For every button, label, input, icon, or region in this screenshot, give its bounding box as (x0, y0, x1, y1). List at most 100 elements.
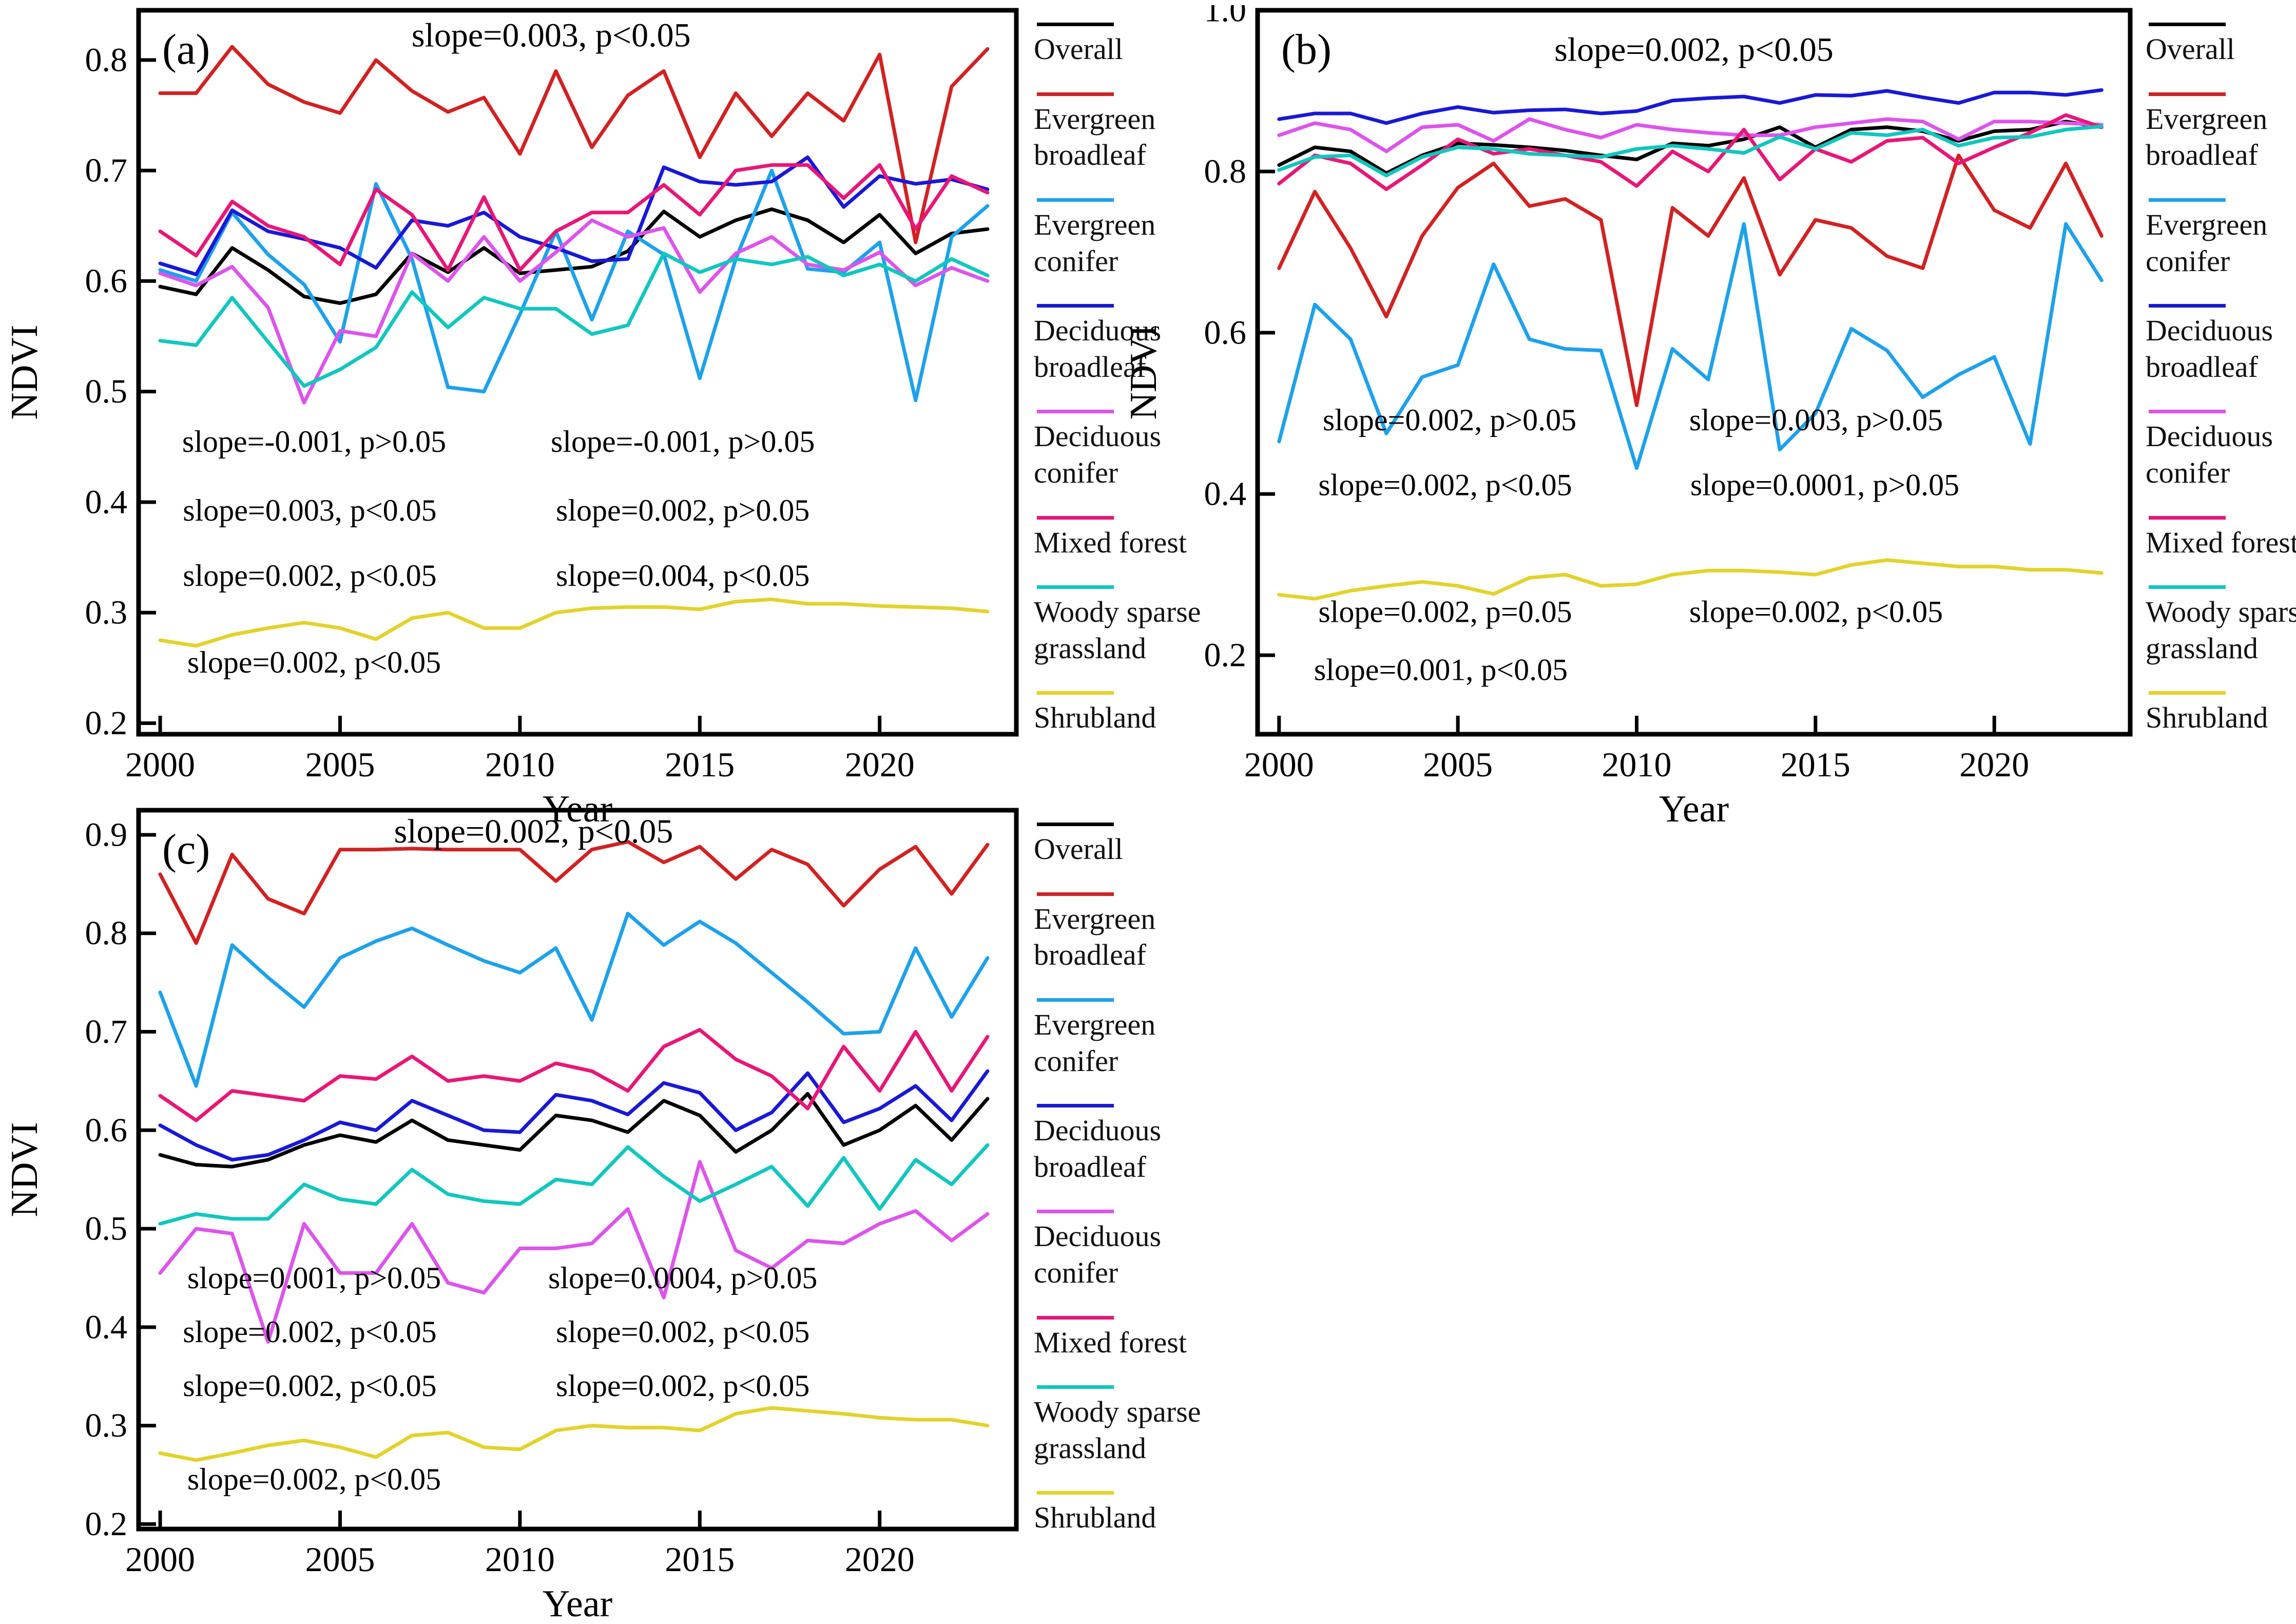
legend-line-swatch-mixed_forest (1037, 1315, 1114, 1320)
x-tick-label: 2000 (1244, 745, 1314, 784)
legend-entry-deciduous_conifer: Deciduous conifer (1034, 410, 1275, 491)
series-lines (158, 45, 990, 648)
legend-line-swatch-overall (2149, 23, 2226, 26)
legend-entry-deciduous_broadleaf: Deciduous broadleaf (1034, 1104, 1275, 1186)
legend-line-swatch-mixed_forest (1037, 515, 1114, 520)
annotation-deciduous_conifer: slope=0.002, p<0.05 (556, 1315, 809, 1349)
legend-label: conifer (2146, 456, 2230, 489)
legend-line-swatch-evergreen_conifer (1037, 198, 1114, 202)
line-shrubland (1277, 558, 2104, 601)
legend-label: broadleaf (2146, 138, 2258, 172)
legend-line-swatch-shrubland (1037, 1491, 1114, 1495)
annotation-evergreen_broadleaf: slope=0.002, p>0.05 (1323, 403, 1576, 437)
annotation-overall: slope=0.002, p<0.05 (1554, 31, 1834, 69)
legend-line-swatch-evergreen_broadleaf (2149, 92, 2226, 96)
line-woody_sparse_grassland (158, 252, 990, 388)
annotation-deciduous_broadleaf: slope=0.002, p<0.05 (1318, 468, 1572, 502)
legend-label: Overall (1034, 832, 1123, 866)
legend-label: Deciduous (1034, 419, 1162, 453)
panel-b: 1.0 0.8 0.6 0.4 0.2 2000 2005 2010 2015 2020 NDVI Y… (1124, 5, 2296, 829)
legend-label: broadleaf (1034, 138, 1146, 172)
line-deciduous_conifer (158, 218, 990, 405)
line-mixed_forest (158, 163, 990, 272)
annotation-deciduous_broadleaf: slope=0.003, p<0.05 (183, 493, 436, 527)
x-axis-title: Year (543, 1583, 612, 1624)
legend-entry-mixed_forest: Mixed forest (2146, 515, 2296, 561)
legend-entry-woody_sparse_grassland: Woody sparse grassland (1034, 1385, 1275, 1467)
legend-label: conifer (1034, 456, 1118, 489)
legend-a: Overall Evergreen broadleaf Evergreen conife… (1034, 23, 1275, 736)
line-mixed_forest (1277, 113, 2104, 192)
annotation-deciduous_conifer: slope=0.0001, p>0.05 (1690, 468, 1959, 502)
panel-c: 0.9 0.8 0.7 0.6 0.5 0.4 0.3 0.2 2000 2005 2010 2015… (5, 805, 1275, 1624)
annotation-mixed_forest: slope=0.002, p=0.05 (1318, 595, 1572, 628)
line-deciduous_broadleaf (1277, 88, 2104, 125)
legend-line-swatch-evergreen_broadleaf (1037, 92, 1114, 96)
legend-line-swatch-deciduous_conifer (2149, 410, 2226, 414)
legend-c: Overall Evergreen broadleaf Evergreen conife… (1034, 823, 1275, 1536)
x-tick-label: 2020 (1959, 745, 2029, 784)
legend-label: Mixed forest (2146, 525, 2296, 559)
panel-tag: (b) (1281, 26, 1332, 73)
legend-entry-overall: Overall (2146, 23, 2295, 68)
legend-entry-evergreen_broadleaf: Evergreen broadleaf (1034, 892, 1275, 974)
legend-entry-deciduous_broadleaf: Deciduous broadleaf (2146, 304, 2295, 386)
x-tick-label: 2015 (1781, 745, 1850, 784)
legend-b: Overall Evergreen broadleaf Evergreen conife… (2146, 23, 2296, 736)
x-tick-label: 2020 (845, 1540, 915, 1579)
legend-label: Shrubland (1034, 1501, 1156, 1535)
legend-entry-deciduous_conifer: Deciduous conifer (2146, 410, 2295, 491)
legend-line-swatch-woody_sparse_grassland (2149, 585, 2226, 589)
x-tick-label: 2005 (305, 1540, 375, 1579)
line-mixed_forest (158, 1028, 990, 1122)
legend-label: broadleaf (2146, 350, 2258, 384)
legend-label: broadleaf (1034, 1150, 1146, 1183)
annotation-deciduous_conifer: slope=0.002, p>0.05 (556, 493, 809, 527)
line-deciduous_broadleaf (158, 1069, 990, 1162)
legend-line-swatch-woody_sparse_grassland (1037, 1385, 1114, 1389)
x-tick-label: 2020 (845, 745, 915, 784)
legend-label: Mixed forest (1034, 525, 1187, 559)
annotation-evergreen_conifer: slope=0.0004, p>0.05 (548, 1261, 817, 1295)
y-tick-label: 0.9 (85, 816, 128, 853)
legend-label: Overall (2146, 32, 2235, 66)
annotation-mixed_forest: slope=0.002, p<0.05 (183, 559, 436, 593)
x-tick-label: 2005 (1423, 745, 1493, 784)
annotation-woody_sparse_grassland: slope=0.002, p<0.05 (556, 1369, 809, 1403)
legend-line-swatch-deciduous_conifer (1037, 410, 1114, 414)
y-tick-label: 0.5 (85, 1210, 128, 1248)
y-axis-title: NDVI (1124, 325, 1165, 420)
line-deciduous_conifer (1277, 117, 2104, 154)
line-woody_sparse_grassland (1277, 124, 2104, 178)
legend-line-swatch-evergreen_conifer (2149, 198, 2226, 202)
legend-entry-woody_sparse_grassland: Woody sparse grassland (2146, 585, 2296, 667)
line-shrubland (158, 1406, 990, 1462)
legend-label: Woody sparse (1034, 595, 1201, 628)
y-tick-label: 0.3 (85, 1407, 128, 1444)
y-tick-label: 0.7 (85, 152, 128, 189)
line-evergreen_broadleaf (158, 839, 990, 945)
legend-line-swatch-shrubland (1037, 691, 1114, 695)
y-tick-label: 0.7 (85, 1013, 128, 1050)
panel-tag: (c) (162, 826, 210, 873)
legend-entry-evergreen_conifer: Evergreen conifer (2146, 198, 2295, 280)
legend-label: broadleaf (1034, 938, 1146, 972)
x-tick-label: 2015 (665, 745, 735, 784)
legend-label: Mixed forest (1034, 1325, 1187, 1359)
legend-label: Evergreen (2146, 207, 2268, 241)
line-woody_sparse_grassland (158, 1143, 990, 1226)
annotation-evergreen_conifer: slope=0.003, p>0.05 (1689, 403, 1943, 437)
x-tick-label: 2010 (485, 745, 555, 784)
legend-line-swatch-deciduous_conifer (1037, 1210, 1114, 1214)
legend-entry-evergreen_broadleaf: Evergreen broadleaf (1034, 92, 1275, 174)
legend-label: Evergreen (1034, 207, 1156, 241)
line-shrubland (158, 597, 990, 648)
y-tick-label: 0.2 (85, 1505, 128, 1543)
y-tick-label: 0.2 (85, 704, 128, 742)
legend-line-swatch-deciduous_broadleaf (2149, 304, 2226, 308)
legend-entry-overall: Overall (1034, 823, 1275, 868)
legend-label: grassland (2146, 631, 2259, 665)
legend-line-swatch-deciduous_broadleaf (1037, 304, 1114, 308)
annotation-overall: slope=0.002, p<0.05 (394, 813, 673, 850)
